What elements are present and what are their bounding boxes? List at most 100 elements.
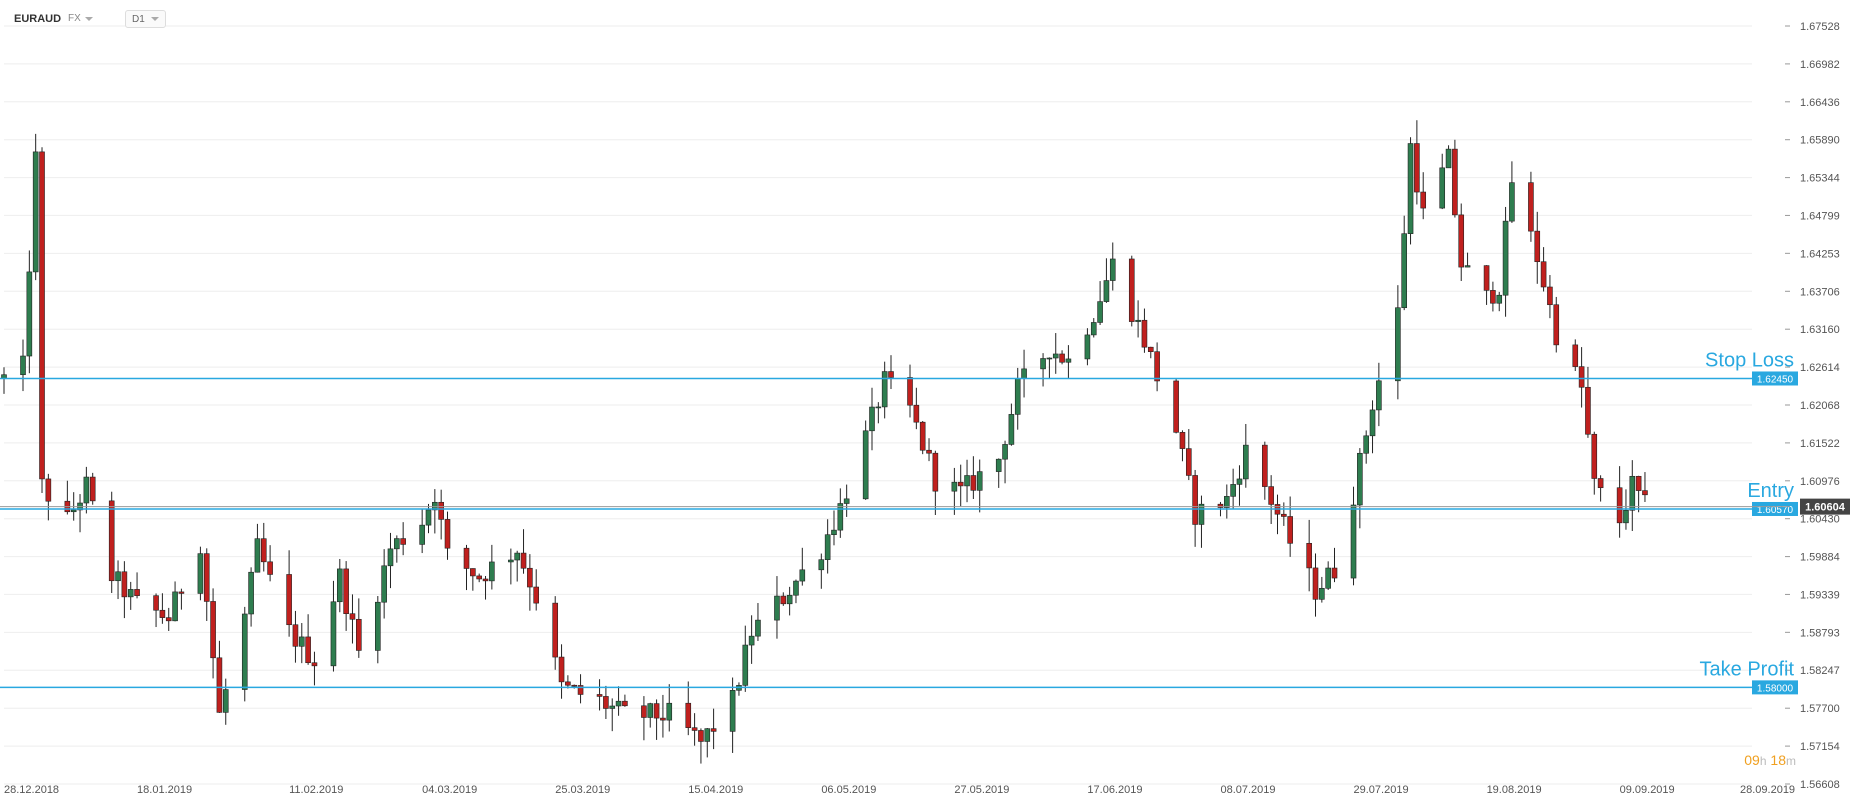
x-tick-label: 09.09.2019 <box>1620 784 1675 796</box>
candle-bull <box>1008 414 1015 445</box>
candle-bull <box>862 430 869 500</box>
candle-bear <box>463 547 470 569</box>
candle-bull <box>1319 588 1325 600</box>
y-tick-label: 1.64253 <box>1800 248 1840 260</box>
candle-bear <box>1616 487 1623 524</box>
candle-bull <box>755 619 761 637</box>
symbol-label[interactable]: EURAUD <box>14 13 62 25</box>
x-tick-label: 19.08.2019 <box>1487 784 1542 796</box>
candle-bull <box>1395 307 1401 382</box>
candle-bear <box>970 475 977 491</box>
candle-bull <box>248 571 254 615</box>
y-tick-label: 1.62068 <box>1800 400 1840 412</box>
candle-bull <box>1325 567 1331 589</box>
candle-bear <box>698 730 704 742</box>
x-tick-label: 17.06.2019 <box>1087 784 1142 796</box>
chevron-down-icon <box>84 16 93 21</box>
timer-minutes-unit: m <box>1786 754 1796 768</box>
timeframe-label: D1 <box>132 13 145 25</box>
x-tick-label: 28.09.2019 <box>1740 784 1795 796</box>
candle-bull <box>666 702 673 721</box>
candle-bull <box>1243 444 1249 480</box>
candle-bear <box>343 568 349 614</box>
candle-bull <box>20 355 26 376</box>
candle-bull <box>1509 182 1515 222</box>
candle-bull <box>1224 496 1230 508</box>
take-profit-price-tag <box>1752 680 1798 695</box>
candle-bull <box>1496 294 1503 304</box>
candle-bull <box>1357 452 1363 506</box>
candle-bear <box>1420 191 1427 209</box>
candle-bear <box>1483 265 1490 291</box>
candle-bull <box>241 613 248 690</box>
candle-bull <box>995 458 1002 472</box>
candle-bull <box>748 635 755 646</box>
stop-loss-label: Stop Loss <box>1705 349 1794 371</box>
y-tick-label: 1.63160 <box>1800 324 1840 336</box>
candle-bear <box>89 476 96 502</box>
candle-bear <box>691 727 698 731</box>
entry-price-tag <box>1752 501 1798 516</box>
exchange-selector[interactable]: FX <box>68 13 93 24</box>
x-tick-label: 18.01.2019 <box>137 784 192 796</box>
candle-bull <box>875 406 882 409</box>
candle-bear <box>1173 380 1179 433</box>
candle-bear <box>1642 490 1648 496</box>
candle-bear <box>653 703 660 719</box>
candle-bull <box>1109 258 1116 281</box>
candle-bear <box>641 705 647 718</box>
candle-bear <box>470 568 476 577</box>
y-tick-label: 1.65890 <box>1800 135 1840 147</box>
candle-bull <box>1363 435 1369 454</box>
candle-bull <box>489 561 495 582</box>
candle-bull <box>1103 280 1110 302</box>
candle-bull <box>1445 148 1452 169</box>
x-tick-label: 06.05.2019 <box>821 784 876 796</box>
candle-bear <box>919 421 926 451</box>
candle-bear <box>305 636 311 664</box>
stop-loss-price-tag <box>1752 371 1798 386</box>
candle-bear <box>178 591 185 594</box>
candle-bear <box>311 662 318 667</box>
timeframe-selector[interactable]: D1 <box>125 10 166 28</box>
candle-bear <box>1591 433 1598 479</box>
candle-bull <box>387 548 394 567</box>
candle-bear <box>1578 366 1585 388</box>
candle-bear <box>1547 286 1553 306</box>
candle-bear <box>1553 304 1560 346</box>
candle-bull <box>824 534 831 560</box>
candle-bull <box>1376 380 1382 411</box>
candle-bear <box>1147 346 1154 352</box>
candle-bull <box>1135 319 1141 322</box>
candle-bull <box>375 601 381 651</box>
candle-bear <box>957 481 964 487</box>
candle-bull <box>831 529 837 535</box>
candle-bear <box>1287 516 1293 544</box>
y-tick-label: 1.66436 <box>1800 97 1840 109</box>
last-price-text: 1.60604 <box>1805 502 1846 514</box>
candle-bear <box>622 700 628 707</box>
candle-bull <box>1040 358 1046 370</box>
candle-bull <box>704 728 711 742</box>
y-tick-label: 1.59339 <box>1800 589 1840 601</box>
candle-bull <box>799 569 806 582</box>
candle-bear <box>1528 182 1534 232</box>
candle-bull <box>115 571 121 582</box>
candle-bull <box>127 589 134 598</box>
candle-bull <box>1084 334 1091 360</box>
candle-bull <box>425 509 432 526</box>
timer-minutes: 18 <box>1770 752 1786 768</box>
candle-bear <box>1572 344 1579 367</box>
x-tick-label: 25.03.2019 <box>555 784 610 796</box>
candle-bear <box>685 702 692 728</box>
candle-bear <box>292 624 299 647</box>
candle-bull <box>774 595 780 621</box>
candle-bear <box>1281 513 1287 517</box>
candle-bear <box>1414 143 1420 193</box>
candle-bear <box>45 478 52 502</box>
candle-bull <box>26 271 33 357</box>
candle-bear <box>1597 478 1604 489</box>
candle-bear <box>1059 353 1065 363</box>
candle-bull <box>1097 301 1103 323</box>
